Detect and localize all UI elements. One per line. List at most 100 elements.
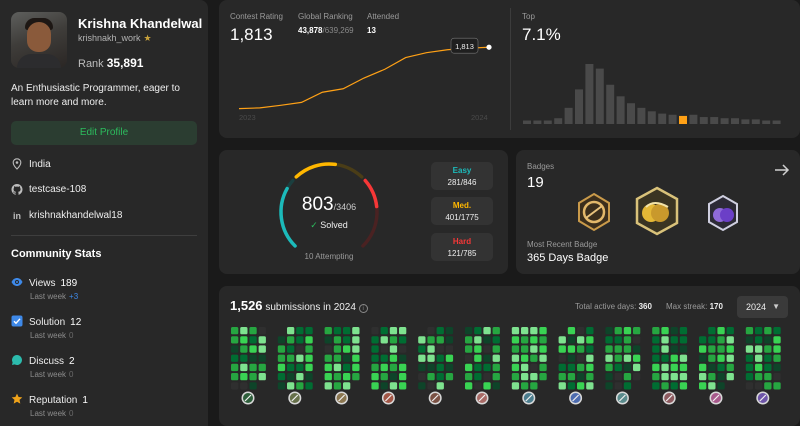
heatmap-cell: [699, 363, 707, 372]
heatmap-cell: [399, 336, 407, 344]
heatmap-cell: [530, 327, 538, 335]
arrow-right-icon[interactable]: [774, 163, 790, 177]
heatmap-cell: [240, 354, 248, 362]
heatmap-cell: [277, 382, 286, 390]
linkedin-link[interactable]: krishnakhandelwal18: [29, 210, 123, 221]
heatmap-cell: [249, 327, 257, 335]
heatmap-cell: [633, 345, 641, 353]
heatmap-cell: [418, 336, 426, 344]
top-distribution-chart[interactable]: [515, 0, 800, 138]
heatmap-cell: [745, 354, 754, 362]
heatmap-cell: [652, 336, 660, 344]
heatmap-cell: [474, 327, 482, 335]
heatmap-cell: [389, 345, 398, 353]
heatmap-cell: [258, 327, 266, 335]
top-bar-10: [627, 103, 635, 124]
heatmap-cell: [380, 382, 388, 390]
heatmap-cell: [567, 336, 576, 344]
easy-pill[interactable]: Easy 281/846: [431, 162, 493, 190]
tooltip-box: [450, 37, 479, 54]
heatmap-cell: [287, 336, 295, 344]
card-divider: [510, 8, 511, 130]
heatmap-cell: [521, 363, 529, 372]
heatmap-cell: [343, 373, 351, 381]
submission-heatmap[interactable]: [219, 322, 800, 426]
chevron-down-icon: ▼: [772, 302, 780, 311]
heatmap-cell: [670, 373, 678, 381]
heatmap-cell: [389, 354, 398, 362]
50-days-badge-icon[interactable]: [574, 192, 614, 232]
profile-sidebar: Krishna Khandelwal krishnakh_work ★ Rank …: [0, 0, 208, 426]
heatmap-cell: [614, 382, 622, 390]
solution-last-week: Last week 0: [30, 331, 74, 340]
medium-pill[interactable]: Med. 401/1775: [431, 197, 493, 225]
heatmap-cell: [277, 345, 286, 353]
heatmap-cell: [755, 354, 763, 362]
heatmap-cell: [661, 345, 669, 353]
contest-badge-icon[interactable]: [704, 194, 742, 232]
heatmap-cell: [445, 354, 454, 362]
heatmap-cell: [418, 373, 426, 381]
heatmap-cell: [539, 363, 547, 372]
heatmap-cell: [567, 382, 576, 390]
edit-profile-button[interactable]: Edit Profile: [11, 121, 197, 145]
heatmap-cell: [530, 382, 538, 390]
github-link[interactable]: testcase-108: [29, 184, 87, 195]
heatmap-cell: [717, 382, 725, 390]
top-bar-20: [731, 118, 739, 124]
heatmap-cell: [511, 373, 520, 381]
heatmap-cell: [287, 354, 295, 362]
heatmap-cell: [231, 373, 239, 381]
heatmap-cell: [427, 354, 435, 362]
heatmap-cell: [623, 354, 632, 362]
365-days-badge-icon[interactable]: [632, 186, 682, 236]
heatmap-cell: [726, 345, 734, 353]
github-row[interactable]: testcase-108: [11, 184, 86, 195]
top-bar-15: [679, 115, 687, 124]
heatmap-cell: [427, 373, 435, 381]
top-bar-11: [637, 107, 646, 124]
avatar[interactable]: [11, 12, 67, 68]
rating-line-chart[interactable]: 1,813 2023 2024: [219, 0, 509, 138]
heatmap-cell: [474, 373, 482, 381]
month-7-badge-icon: [522, 391, 536, 405]
heatmap-cell: [333, 373, 342, 381]
heatmap-cell: [389, 336, 398, 344]
heatmap-cell: [567, 373, 576, 381]
heatmap-cell: [287, 327, 295, 335]
heatmap-cell: [633, 363, 641, 372]
info-icon[interactable]: i: [358, 304, 368, 313]
heatmap-cell: [717, 336, 725, 344]
linkedin-row[interactable]: in krishnakhandelwal18: [11, 210, 122, 221]
hard-pill[interactable]: Hard 121/785: [431, 233, 493, 261]
solved-count: 803: [301, 194, 334, 215]
heatmap-cell: [371, 354, 379, 362]
heatmap-cell: [679, 327, 688, 335]
heatmap-cell: [614, 363, 622, 372]
heatmap-cell: [577, 327, 585, 335]
top-bar-9: [616, 96, 625, 124]
heatmap-cell: [661, 363, 669, 372]
heatmap-cell: [333, 345, 342, 353]
submissions-heatmap-card: 1,526 submissions in 2024 i Total active…: [219, 286, 800, 426]
heatmap-cell: [726, 354, 734, 362]
heatmap-cell: [521, 382, 529, 390]
heatmap-cell: [755, 373, 763, 381]
heatmap-cell: [474, 354, 482, 362]
heatmap-cell: [633, 373, 641, 381]
verified-icon: ★: [143, 33, 152, 43]
year-select[interactable]: 2024 ▼: [737, 296, 788, 318]
heatmap-cell: [652, 327, 660, 335]
heatmap-cell: [296, 327, 304, 335]
heatmap-cell: [708, 382, 716, 390]
chat-bubble-icon: [11, 354, 22, 365]
submission-count: 1,526: [230, 298, 263, 313]
top-bar-8: [606, 84, 615, 124]
heatmap-cell: [586, 354, 594, 362]
solved-progress-ring[interactable]: [267, 160, 391, 270]
heatmap-cell: [399, 354, 407, 362]
heatmap-cell: [258, 354, 266, 362]
heatmap-cell: [558, 354, 566, 362]
heatmap-cell: [605, 336, 613, 344]
user-handle: krishnakh_work ★: [78, 33, 152, 43]
